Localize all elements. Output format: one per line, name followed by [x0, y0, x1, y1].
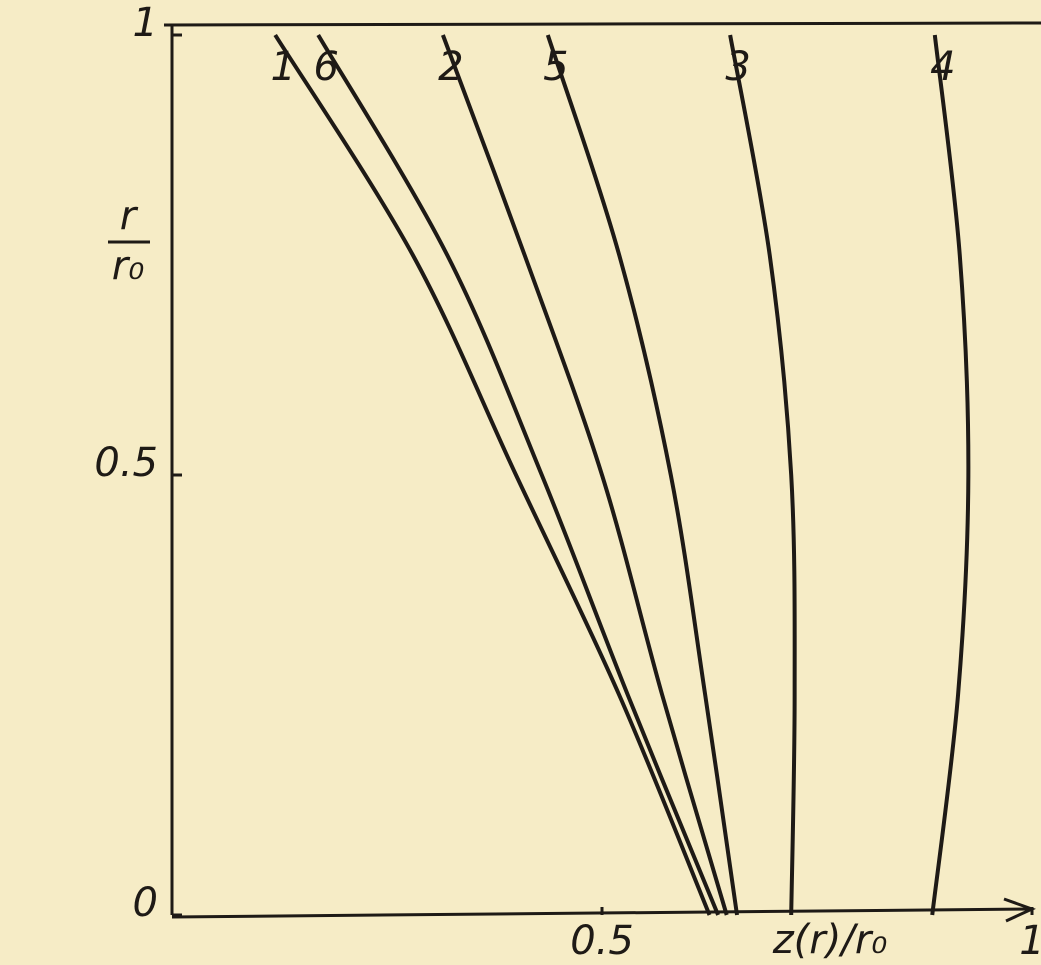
series-label: 6 [313, 44, 338, 90]
y-tick-label: 1 [133, 0, 158, 46]
series-label: 4 [930, 44, 955, 90]
y-label-bottom: r₀ [112, 243, 144, 289]
y-tick-label: 0 [133, 880, 158, 926]
curve [273, 33, 712, 916]
series-label: 3 [725, 44, 750, 90]
curve [930, 34, 971, 916]
x-tick-label: 0.5 [570, 918, 634, 964]
top-border [163, 21, 1041, 27]
curve [545, 34, 739, 916]
curve [316, 33, 720, 916]
series-label: 1 [270, 44, 295, 90]
curve [441, 34, 729, 916]
x-tick-label: 1 [1019, 918, 1041, 964]
curve [728, 34, 797, 916]
y-tick-label: 0.5 [94, 440, 158, 486]
y-label-top: r [120, 193, 139, 239]
x-label: z(r)/r₀ [772, 917, 888, 963]
series-label: 5 [543, 44, 568, 90]
series-label: 2 [438, 44, 463, 90]
